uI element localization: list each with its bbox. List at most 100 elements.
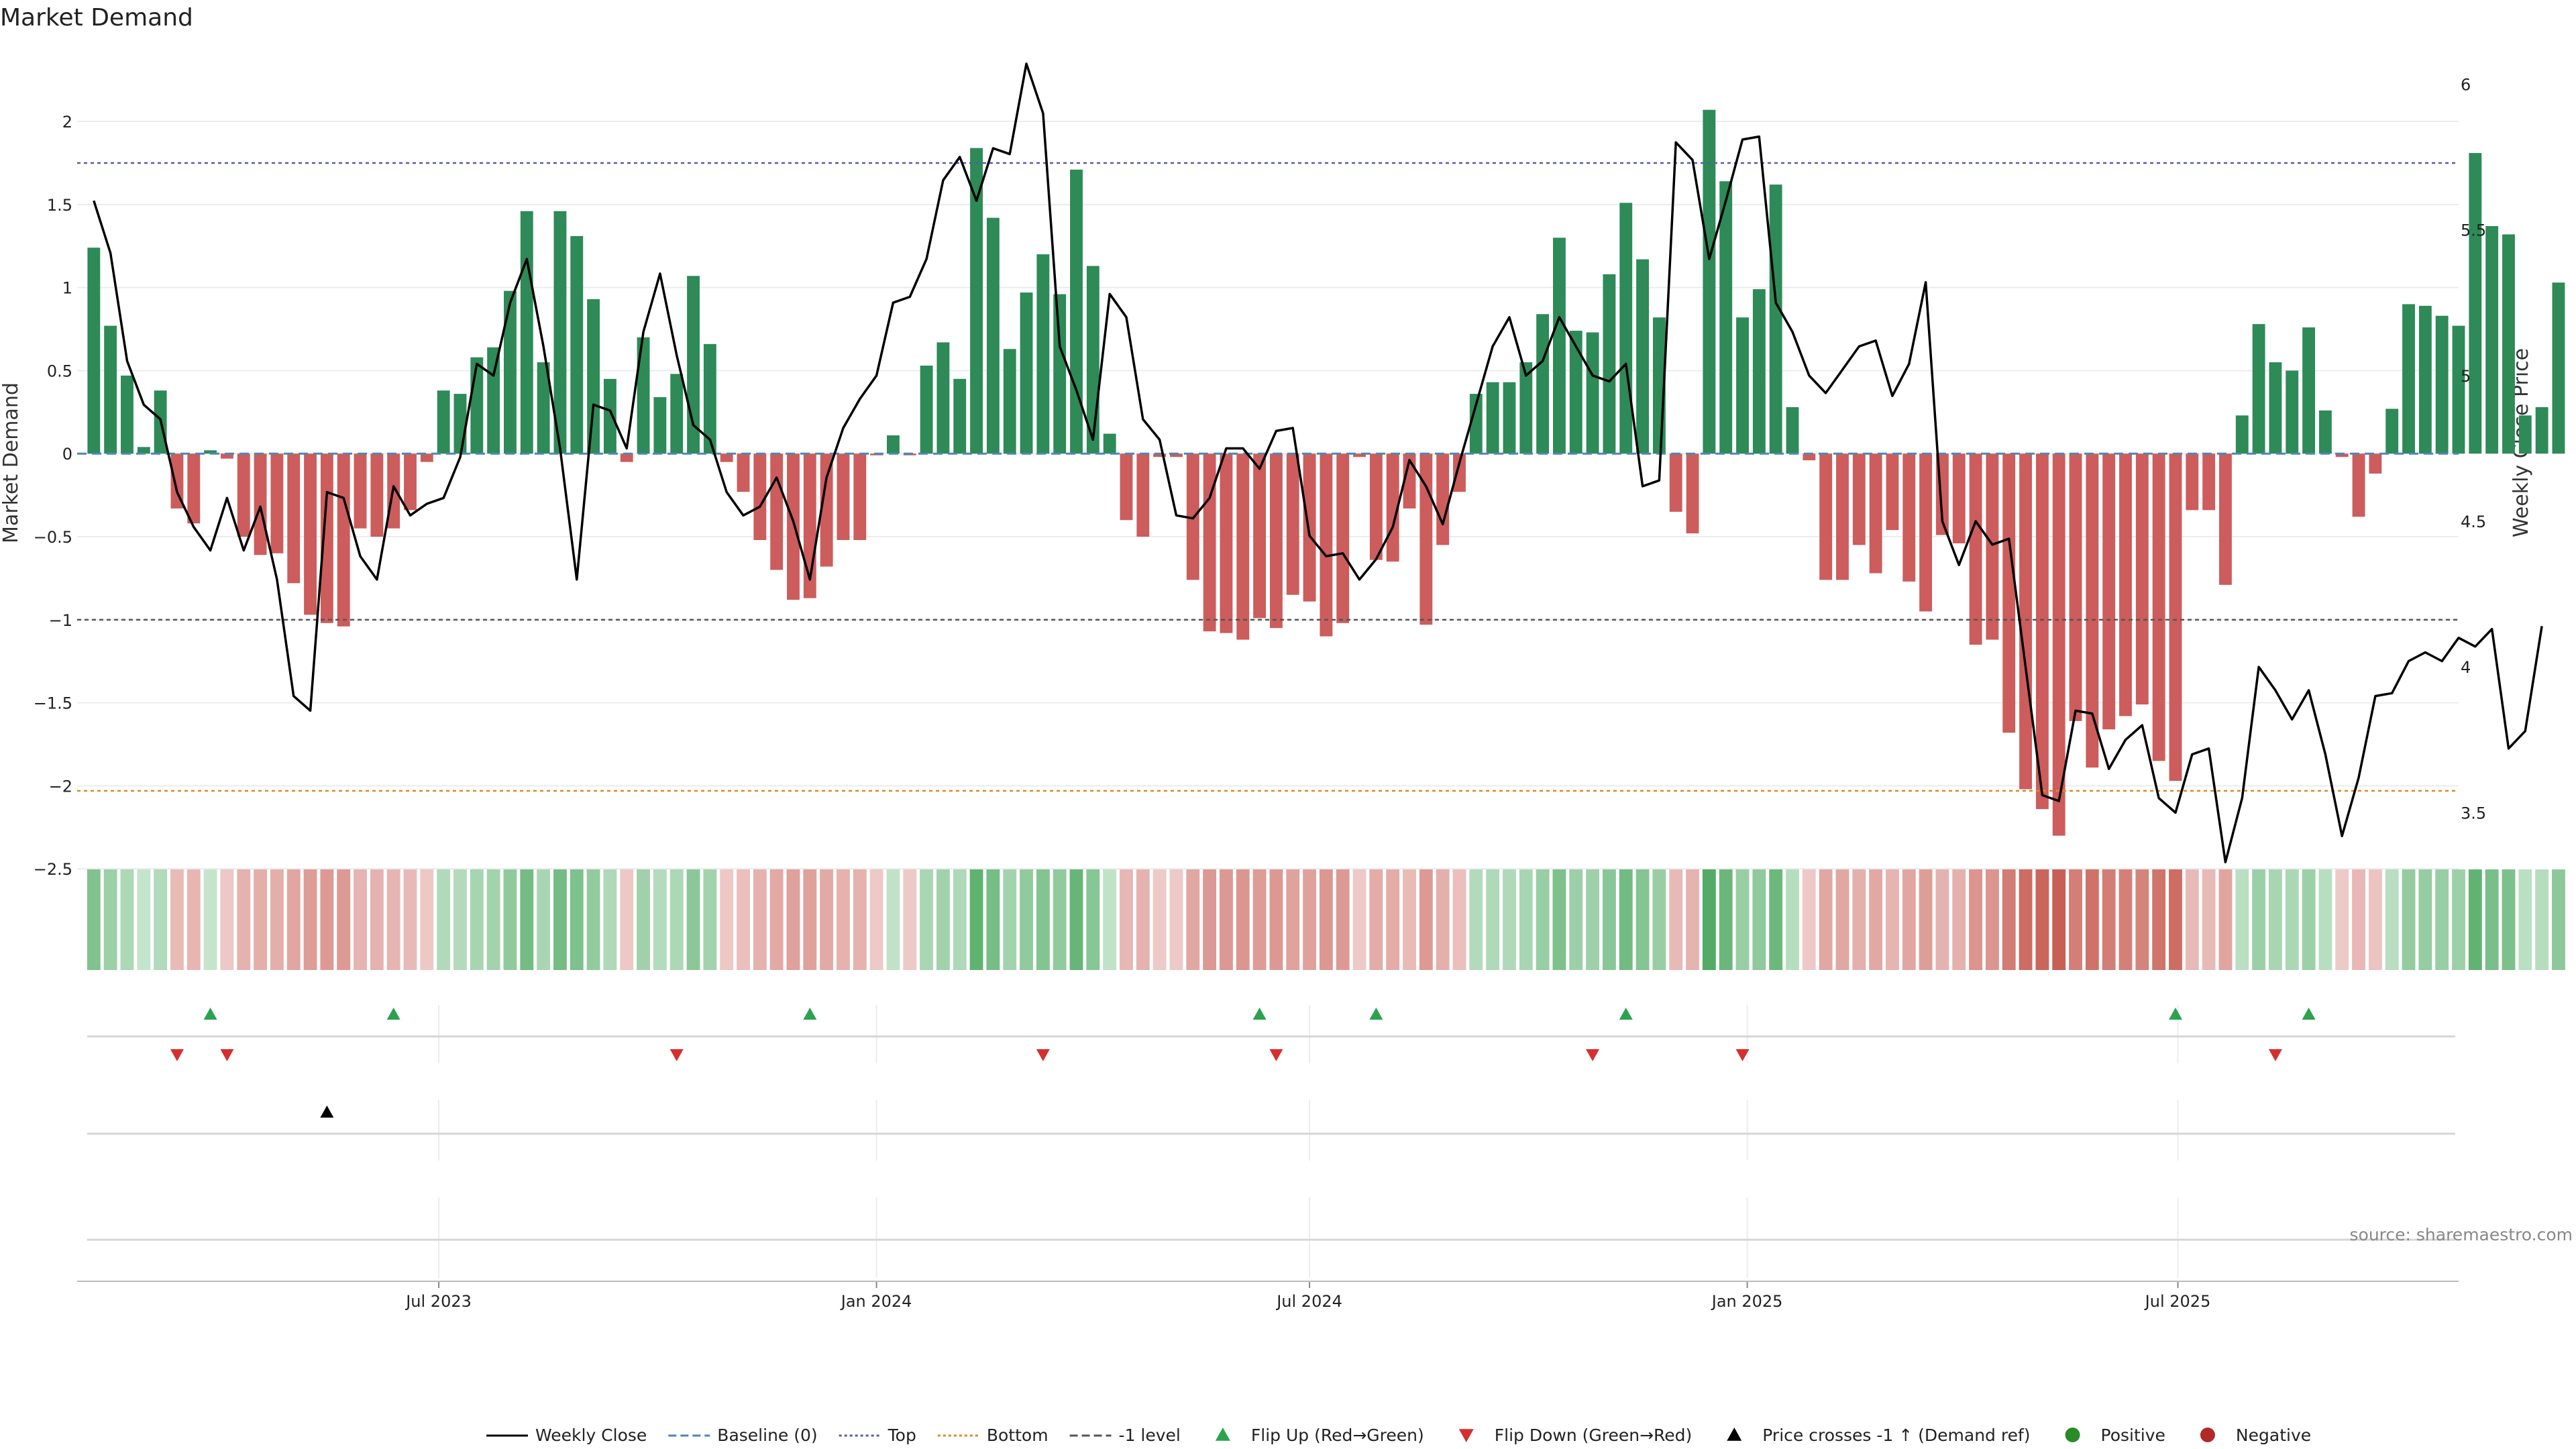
y-tick-label: 1.5 bbox=[47, 196, 72, 215]
y-axis-label: Market Demand bbox=[0, 382, 23, 543]
legend-item: Price crosses -1 ↑ (Demand ref) bbox=[1727, 1426, 2031, 1445]
y-tick-label: 0 bbox=[62, 445, 72, 464]
heat-cell bbox=[1569, 869, 1583, 970]
legend-label: -1 level bbox=[1119, 1426, 1181, 1445]
legend-label: Bottom bbox=[987, 1426, 1049, 1445]
heat-cell bbox=[137, 869, 151, 970]
demand-bar bbox=[1020, 292, 1033, 454]
demand-bar bbox=[2485, 226, 2499, 454]
demand-bar bbox=[887, 435, 900, 454]
flip-down-marker bbox=[1735, 1049, 1750, 1061]
price-line-layer bbox=[93, 62, 2543, 863]
heat-cell bbox=[1020, 869, 1033, 970]
price-line bbox=[93, 62, 2543, 863]
demand-bar bbox=[753, 453, 767, 540]
heat-cell bbox=[2002, 869, 2016, 970]
legend-label: Positive bbox=[2101, 1426, 2165, 1445]
heat-cell bbox=[2502, 869, 2516, 970]
heat-cell bbox=[1103, 869, 1117, 970]
heat-cell bbox=[1769, 869, 1783, 970]
demand-bar bbox=[2335, 453, 2349, 458]
demand-bar bbox=[320, 453, 333, 623]
heat-cell bbox=[1252, 869, 1267, 970]
demand-bar bbox=[837, 453, 850, 540]
heat-cell bbox=[1935, 869, 1949, 970]
heat-cell bbox=[637, 869, 650, 970]
demand-bar bbox=[453, 394, 467, 454]
heat-cell bbox=[2352, 869, 2365, 970]
heat-cell bbox=[1969, 869, 1982, 970]
legend-item: Flip Down (Green→Red) bbox=[1458, 1426, 1692, 1445]
heat-cell bbox=[953, 869, 967, 970]
reference-lines bbox=[77, 162, 2459, 792]
demand-bar bbox=[653, 397, 667, 454]
x-tick-label: Jul 2023 bbox=[405, 1292, 472, 1311]
demand-bar bbox=[1886, 453, 1899, 531]
legend-label: Top bbox=[888, 1426, 916, 1445]
heat-cell bbox=[2302, 869, 2316, 970]
demand-bar bbox=[2052, 453, 2065, 836]
heat-cell bbox=[2069, 869, 2082, 970]
heat-cell bbox=[2335, 869, 2349, 970]
demand-bar bbox=[2286, 370, 2299, 454]
heat-cell bbox=[653, 869, 667, 970]
heat-cell bbox=[186, 869, 201, 970]
heat-cell bbox=[470, 869, 484, 970]
demand-bar bbox=[2352, 453, 2365, 517]
legend-label: Baseline (0) bbox=[717, 1426, 817, 1445]
heat-cell bbox=[1985, 869, 1999, 970]
signal-markers bbox=[170, 1008, 2316, 1118]
heat-cell bbox=[1236, 869, 1250, 970]
demand-bar bbox=[254, 453, 267, 555]
heat-cell bbox=[1319, 869, 1333, 970]
demand-bar bbox=[137, 447, 150, 454]
demand-bar bbox=[2186, 453, 2199, 511]
legend-label: Weekly Close bbox=[535, 1426, 647, 1445]
legend-item: Flip Up (Red→Green) bbox=[1215, 1426, 1424, 1445]
heat-cell bbox=[1702, 869, 1716, 970]
heat-cell bbox=[1403, 869, 1416, 970]
demand-bar bbox=[1436, 453, 1450, 545]
demand-bar bbox=[2135, 453, 2149, 705]
demand-bar bbox=[487, 347, 500, 454]
heat-cell bbox=[720, 869, 734, 970]
price-cross-marker bbox=[320, 1106, 334, 1118]
demand-bar bbox=[2002, 453, 2016, 733]
flip-down-marker bbox=[1269, 1049, 1283, 1061]
demand-bar bbox=[670, 374, 684, 454]
demand-bar bbox=[2535, 407, 2548, 454]
demand-bar bbox=[587, 299, 600, 454]
legend-item: Positive bbox=[2065, 1426, 2165, 1445]
y-tick-label: −1.5 bbox=[34, 694, 72, 713]
flip-down-marker bbox=[1586, 1049, 1600, 1061]
demand-bar bbox=[953, 378, 967, 454]
legend-swatch bbox=[2065, 1428, 2080, 1442]
heat-cell bbox=[1786, 869, 1799, 970]
flip-down-marker bbox=[170, 1049, 184, 1061]
heat-cell bbox=[237, 869, 251, 970]
demand-bar bbox=[504, 290, 517, 454]
heat-cell bbox=[2535, 869, 2549, 970]
demand-bar bbox=[770, 453, 784, 570]
legend-item: Bottom bbox=[937, 1426, 1049, 1445]
heat-cell bbox=[1635, 869, 1650, 970]
heat-cell bbox=[1369, 869, 1383, 970]
demand-bar bbox=[1719, 181, 1733, 454]
heat-cell bbox=[503, 869, 517, 970]
heat-cell bbox=[2169, 869, 2182, 970]
demand-bar bbox=[270, 453, 284, 553]
heat-cell bbox=[1952, 869, 1966, 970]
y2-tick-label: 4.5 bbox=[2461, 513, 2486, 531]
demand-bar bbox=[1836, 453, 1849, 580]
demand-bar bbox=[1553, 237, 1566, 454]
y-tick-label: −2 bbox=[49, 777, 72, 796]
flip-down-marker bbox=[669, 1049, 684, 1061]
demand-bar bbox=[820, 453, 833, 567]
legend-label: Flip Up (Red→Green) bbox=[1251, 1426, 1424, 1445]
heat-cell bbox=[437, 869, 451, 970]
demand-bar bbox=[187, 453, 201, 524]
y-tick-label: 2 bbox=[62, 113, 72, 131]
demand-bar bbox=[1120, 453, 1133, 521]
y2-tick-label: 5 bbox=[2461, 367, 2471, 386]
flip-up-marker bbox=[803, 1008, 817, 1020]
